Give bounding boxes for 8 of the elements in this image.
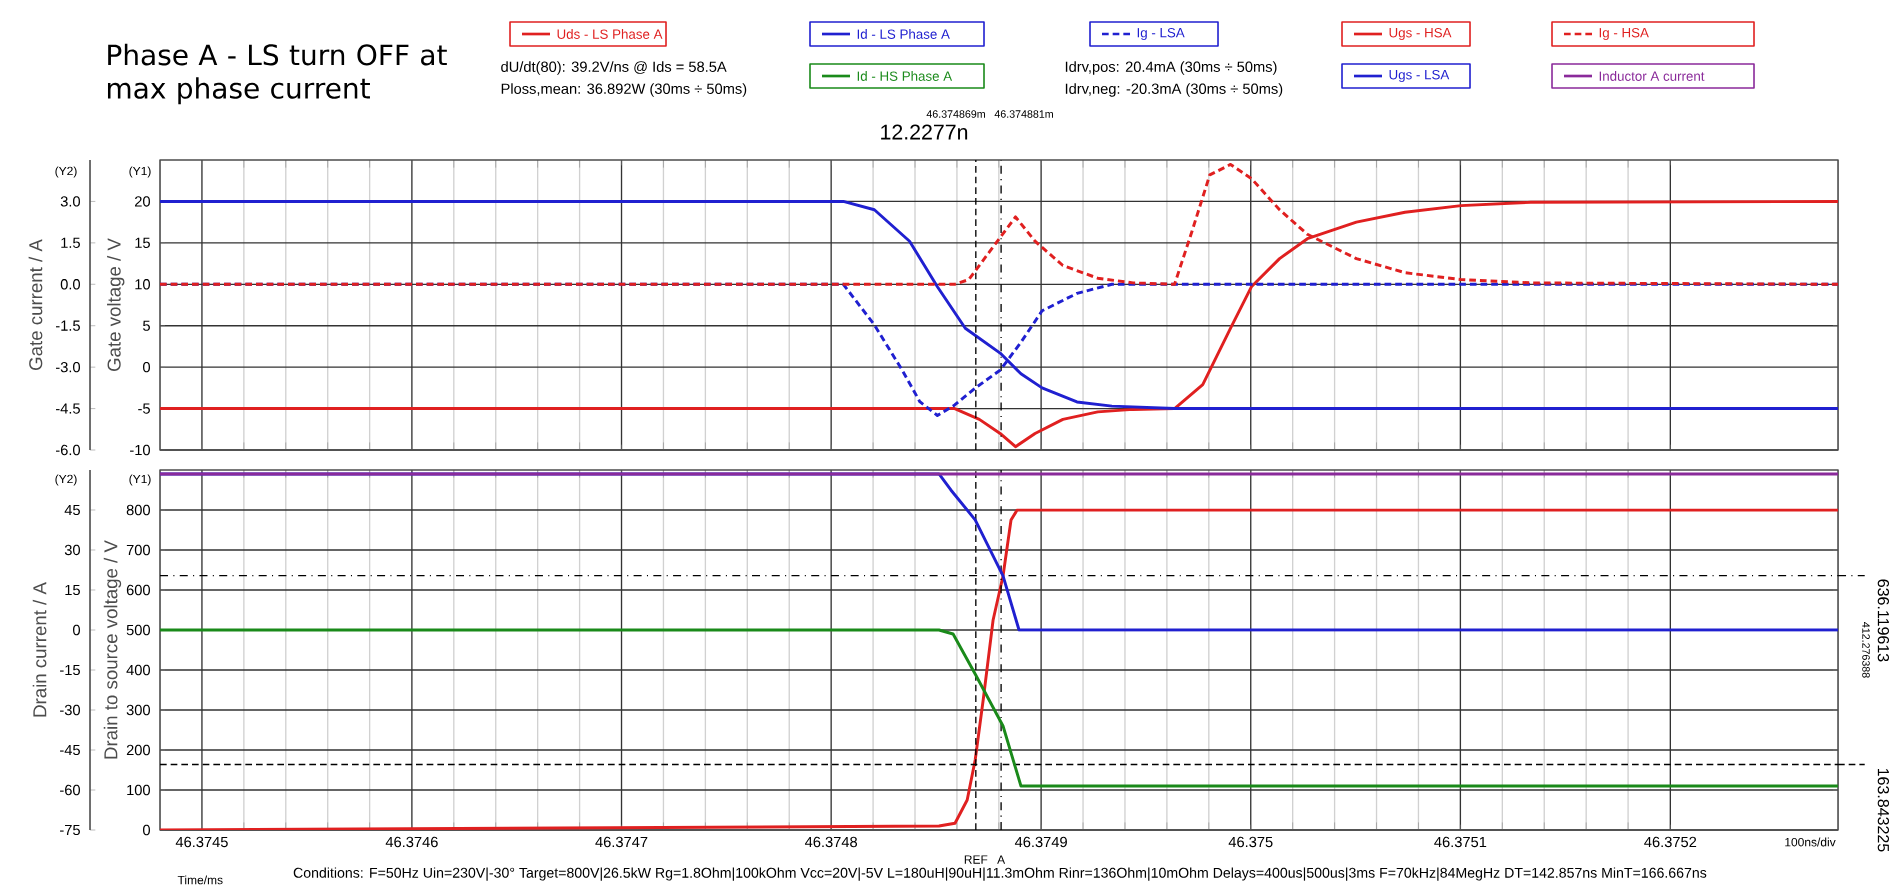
ref-line-label: 163.843225 <box>1877 768 1890 852</box>
chart-title: Phase A - LS turn OFF at max phase current <box>107 43 447 105</box>
y2-axis-title: Gate current / A <box>28 239 43 370</box>
y2-axis-title: Drain current / A <box>32 582 47 717</box>
y-axis-title: Gate voltage / V <box>107 238 125 372</box>
ref-line-label: 636.119613 <box>1877 579 1890 662</box>
y-axis-title: Drain to source voltage / V <box>103 540 122 759</box>
text: 12.2277n <box>881 124 968 140</box>
